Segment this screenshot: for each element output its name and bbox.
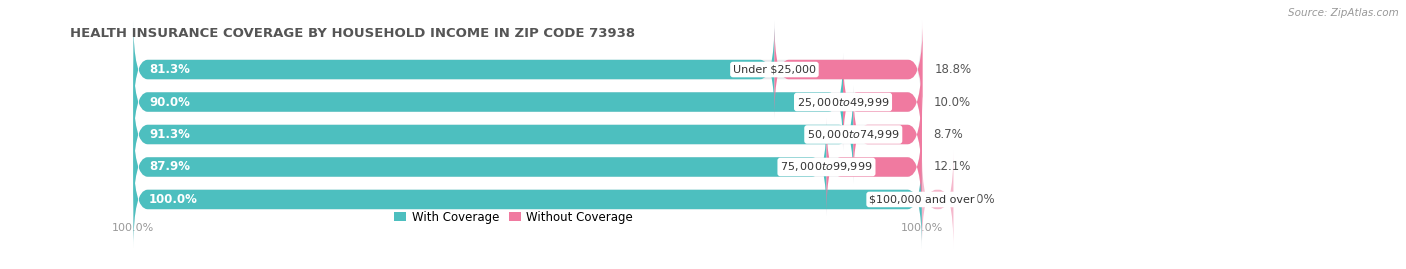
FancyBboxPatch shape: [134, 21, 775, 118]
Text: HEALTH INSURANCE COVERAGE BY HOUSEHOLD INCOME IN ZIP CODE 73938: HEALTH INSURANCE COVERAGE BY HOUSEHOLD I…: [70, 27, 636, 40]
FancyBboxPatch shape: [134, 118, 827, 216]
Text: 81.3%: 81.3%: [149, 63, 190, 76]
Text: 90.0%: 90.0%: [149, 95, 190, 108]
Text: Under $25,000: Under $25,000: [733, 65, 815, 75]
Text: 91.3%: 91.3%: [149, 128, 190, 141]
FancyBboxPatch shape: [134, 118, 922, 216]
FancyBboxPatch shape: [775, 21, 922, 118]
Text: $75,000 to $99,999: $75,000 to $99,999: [780, 161, 873, 174]
FancyBboxPatch shape: [844, 53, 922, 151]
Text: $25,000 to $49,999: $25,000 to $49,999: [797, 95, 889, 108]
FancyBboxPatch shape: [827, 118, 922, 216]
Text: 12.1%: 12.1%: [934, 161, 972, 174]
Text: 8.7%: 8.7%: [934, 128, 963, 141]
FancyBboxPatch shape: [134, 21, 922, 118]
Legend: With Coverage, Without Coverage: With Coverage, Without Coverage: [389, 206, 638, 228]
Text: $50,000 to $74,999: $50,000 to $74,999: [807, 128, 900, 141]
FancyBboxPatch shape: [922, 151, 953, 248]
FancyBboxPatch shape: [134, 86, 853, 183]
FancyBboxPatch shape: [134, 151, 922, 248]
Text: 10.0%: 10.0%: [934, 95, 970, 108]
Text: 18.8%: 18.8%: [935, 63, 972, 76]
Text: 0.0%: 0.0%: [966, 193, 995, 206]
Text: 100.0%: 100.0%: [149, 193, 198, 206]
Text: Source: ZipAtlas.com: Source: ZipAtlas.com: [1288, 8, 1399, 18]
Text: 87.9%: 87.9%: [149, 161, 190, 174]
FancyBboxPatch shape: [134, 151, 922, 248]
FancyBboxPatch shape: [853, 86, 922, 183]
Text: $100,000 and over: $100,000 and over: [869, 194, 974, 204]
FancyBboxPatch shape: [134, 53, 922, 151]
FancyBboxPatch shape: [134, 53, 844, 151]
FancyBboxPatch shape: [134, 86, 922, 183]
